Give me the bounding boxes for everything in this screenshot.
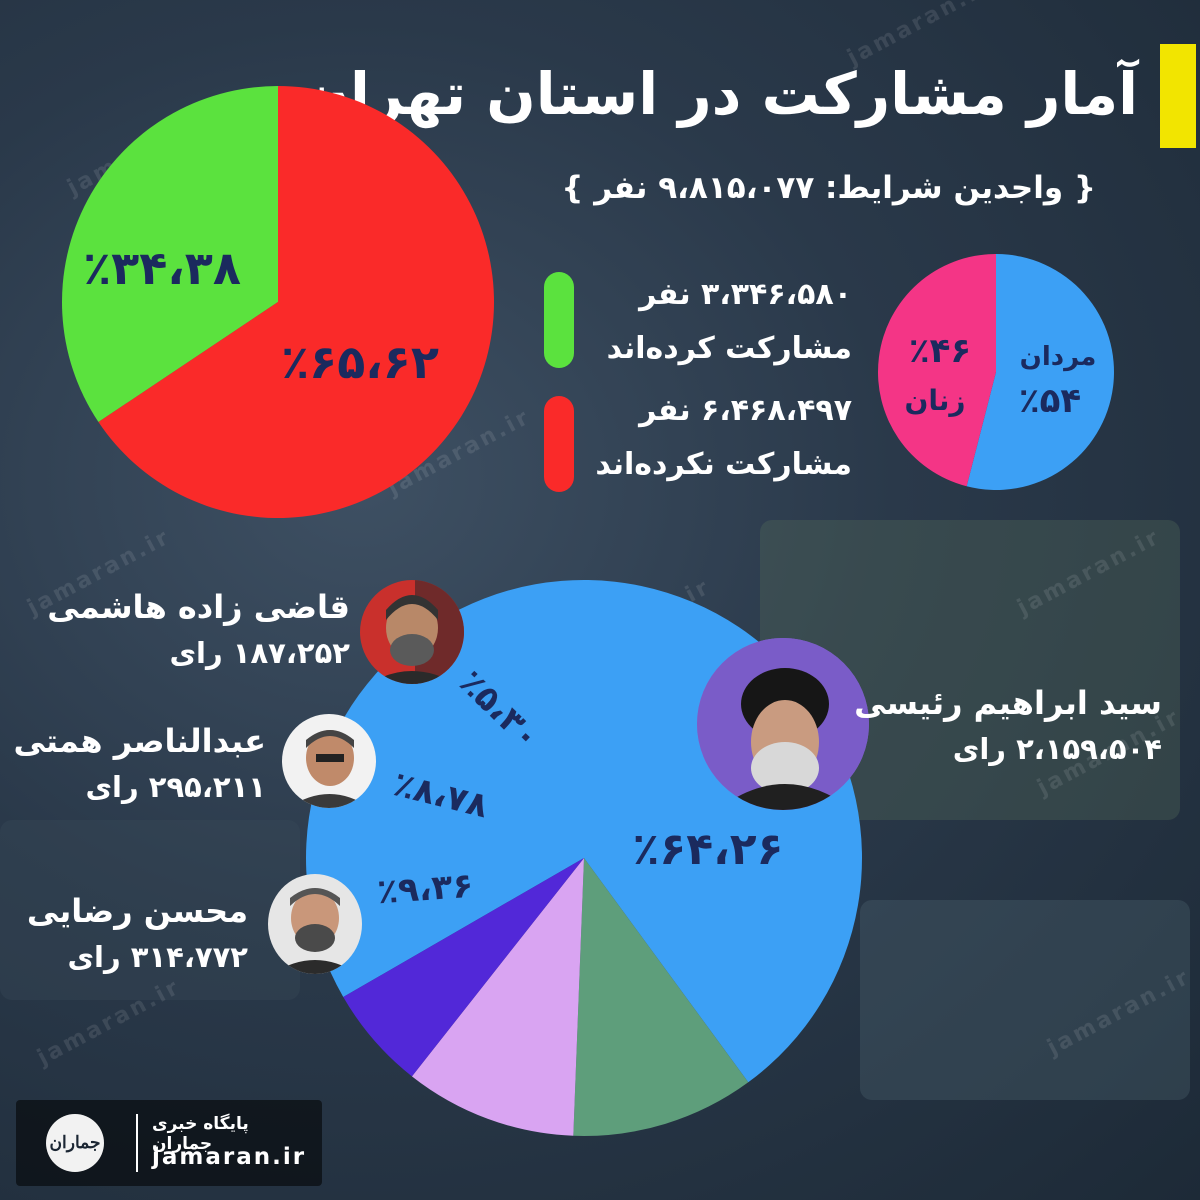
candidate-votes: ۳۱۴،۷۷۲ رای <box>67 940 248 974</box>
ghazizadeh-photo <box>360 580 464 684</box>
pie-slice <box>343 858 584 1077</box>
rezaei-photo <box>268 874 362 974</box>
candidate-votes: ۲،۱۵۹،۵۰۴ رای <box>952 732 1162 766</box>
participated-label: مشارکت کرده‌اند <box>606 331 852 366</box>
women-label: زنان <box>904 384 965 417</box>
page-title: آمار مشارکت در استان تهران <box>300 60 1138 128</box>
candidate-votes: ۲۹۵،۲۱۱ رای <box>85 770 266 804</box>
footer-divider <box>136 1114 138 1172</box>
pie-slice <box>573 858 749 1136</box>
title-accent-bar <box>1160 44 1196 148</box>
candidate-votes: ۱۸۷،۲۵۲ رای <box>169 636 350 670</box>
candidate-name: سید ابراهیم رئیسی <box>854 684 1162 722</box>
pie-slice <box>877 254 996 487</box>
men-value: ٪۵۴ <box>1019 381 1081 421</box>
pie-slice <box>98 86 494 519</box>
candidate-name: عبدالناصر همتی <box>13 722 266 760</box>
participated-legend-swatch <box>544 272 574 368</box>
candidate-name: قاضی زاده هاشمی <box>47 588 350 626</box>
candidate-raisi: سید ابراهیم رئیسی ۲،۱۵۹،۵۰۴ رای <box>854 680 1162 772</box>
jamaran-logo: جماران <box>46 1114 104 1172</box>
not-participated-legend-swatch <box>544 396 574 492</box>
slice-value-label: ٪۶۵،۶۲ <box>281 335 439 389</box>
pie-slice <box>411 858 584 1136</box>
candidate-name: محسن رضایی <box>26 892 248 930</box>
site-url: jamaran.ir <box>152 1144 307 1170</box>
background-shape <box>860 900 1190 1100</box>
candidate-ghazizadeh: قاضی زاده هاشمی ۱۸۷،۲۵۲ رای <box>47 584 350 676</box>
participation-pie: ٪۳۴،۳۸ ٪۶۵،۶۲ <box>61 86 494 519</box>
not-participated-legend: ۶،۴۶۸،۴۹۷ نفر مشارکت نکرده‌اند <box>595 384 852 492</box>
gender-labels: مردان ٪۵۴ ٪۴۶ زنان <box>904 331 1096 421</box>
participated-count: ۳،۳۴۶،۵۸۰ نفر <box>639 277 852 312</box>
footer-brand: جماران پایگاه خبری جماران jamaran.ir <box>16 1100 322 1186</box>
hemmati-photo <box>282 714 376 808</box>
slice-value-label: ٪۳۴،۳۸ <box>83 241 241 295</box>
slice-value-label: ٪۹،۳۶ <box>376 866 474 913</box>
background-shape <box>0 820 300 1000</box>
men-label: مردان <box>1020 342 1097 372</box>
eligible-voters: { واجدین شرایط: ۹،۸۱۵،۰۷۷ نفر } <box>561 170 1096 206</box>
pie-slice <box>966 254 1114 490</box>
candidate-rezaei: محسن رضایی ۳۱۴،۷۷۲ رای <box>27 888 248 980</box>
not-participated-label: مشارکت نکرده‌اند <box>595 447 852 482</box>
participated-legend: ۳،۳۴۶،۵۸۰ نفر مشارکت کرده‌اند <box>607 268 852 376</box>
slice-value-label: ٪۶۴،۲۶ <box>633 824 784 875</box>
women-value: ٪۴۶ <box>909 331 971 371</box>
gender-pie <box>877 254 1114 490</box>
not-participated-count: ۶،۴۶۸،۴۹۷ نفر <box>639 393 852 428</box>
pie-slice <box>61 86 278 423</box>
site-name: پایگاه خبری جماران <box>152 1114 249 1154</box>
candidate-hemmati: عبدالناصر همتی ۲۹۵،۲۱۱ رای <box>13 718 266 810</box>
raisi-photo <box>697 638 869 810</box>
